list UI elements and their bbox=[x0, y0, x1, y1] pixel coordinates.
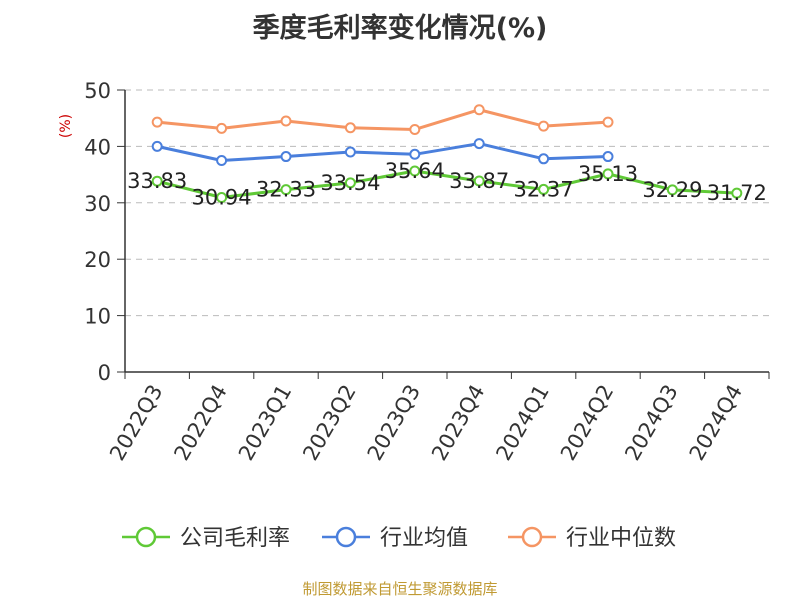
series-0 bbox=[151, 165, 743, 203]
data-label: 30.94 bbox=[192, 185, 252, 209]
data-label: 31.72 bbox=[707, 181, 767, 205]
source-footer: 制图数据来自恒生聚源数据库 bbox=[302, 580, 498, 598]
x-tick-label: 2023Q3 bbox=[363, 381, 425, 465]
data-point bbox=[280, 115, 292, 127]
y-axis-label: (%) bbox=[58, 114, 74, 138]
x-tick-label: 2023Q1 bbox=[234, 381, 296, 465]
legend: 公司毛利率 行业均值 行业中位数 bbox=[122, 526, 676, 551]
legend-label: 公司毛利率 bbox=[180, 526, 290, 551]
y-tick-label: 10 bbox=[84, 305, 111, 329]
data-point bbox=[216, 155, 228, 166]
data-point bbox=[151, 140, 163, 152]
legend-marker bbox=[135, 526, 157, 548]
data-point bbox=[666, 184, 678, 196]
data-point bbox=[731, 187, 743, 199]
x-tick-label: 2024Q3 bbox=[620, 381, 682, 465]
data-point bbox=[344, 146, 356, 158]
data-point bbox=[151, 116, 163, 128]
y-tick-label: 30 bbox=[84, 192, 111, 216]
x-tick-label: 2023Q2 bbox=[298, 381, 360, 465]
data-point bbox=[409, 123, 421, 135]
data-point bbox=[473, 104, 485, 116]
data-point bbox=[538, 153, 550, 165]
x-tick-label: 2023Q4 bbox=[427, 381, 489, 465]
data-point bbox=[538, 183, 550, 195]
data-label: 32.29 bbox=[642, 178, 702, 202]
y-tick-label: 40 bbox=[84, 135, 111, 159]
data-label: 33.54 bbox=[320, 171, 380, 195]
x-tick-label: 2024Q1 bbox=[491, 381, 553, 465]
grid-lines bbox=[125, 89, 769, 317]
series-2 bbox=[151, 104, 614, 135]
series-line bbox=[157, 108, 609, 131]
series-1 bbox=[151, 138, 614, 166]
data-label: 35.13 bbox=[578, 162, 638, 186]
chart-title: 季度毛利率变化情况(%) bbox=[252, 13, 548, 44]
series-line bbox=[156, 169, 737, 199]
data-point bbox=[409, 148, 421, 160]
data-point bbox=[473, 175, 485, 187]
legend-item-0: 公司毛利率 bbox=[122, 526, 290, 551]
x-tick-label: 2024Q4 bbox=[685, 381, 747, 465]
data-point bbox=[473, 138, 485, 150]
y-tick-label: 0 bbox=[98, 361, 111, 385]
data-label: 33.87 bbox=[449, 169, 509, 193]
legend-label: 行业均值 bbox=[380, 526, 468, 551]
y-tick-label: 50 bbox=[84, 79, 111, 103]
legend-marker bbox=[335, 526, 357, 548]
series bbox=[151, 104, 743, 203]
data-point bbox=[216, 191, 228, 203]
data-label: 32.37 bbox=[514, 177, 574, 201]
data-point bbox=[602, 151, 614, 163]
legend-marker bbox=[521, 526, 543, 548]
data-point bbox=[216, 122, 228, 134]
series-line bbox=[156, 142, 609, 162]
data-point bbox=[280, 184, 292, 196]
data-label: 35.64 bbox=[385, 159, 445, 183]
legend-label: 行业中位数 bbox=[566, 526, 676, 551]
x-tick-label: 2022Q3 bbox=[105, 381, 167, 465]
x-tick-label: 2024Q2 bbox=[556, 381, 618, 465]
data-label: 32.33 bbox=[256, 178, 316, 202]
y-tick-label: 20 bbox=[84, 248, 111, 272]
data-point bbox=[344, 177, 356, 189]
data-point bbox=[151, 175, 163, 187]
data-label: 33.83 bbox=[127, 169, 187, 193]
data-point bbox=[602, 168, 614, 180]
x-tick-label: 2022Q4 bbox=[169, 381, 231, 465]
data-point bbox=[280, 151, 292, 163]
data-point bbox=[344, 122, 356, 134]
data-point bbox=[538, 120, 550, 132]
data-point bbox=[409, 165, 421, 177]
legend-item-1: 行业均值 bbox=[322, 526, 468, 551]
legend-item-2: 行业中位数 bbox=[508, 526, 676, 551]
data-point bbox=[602, 116, 614, 128]
